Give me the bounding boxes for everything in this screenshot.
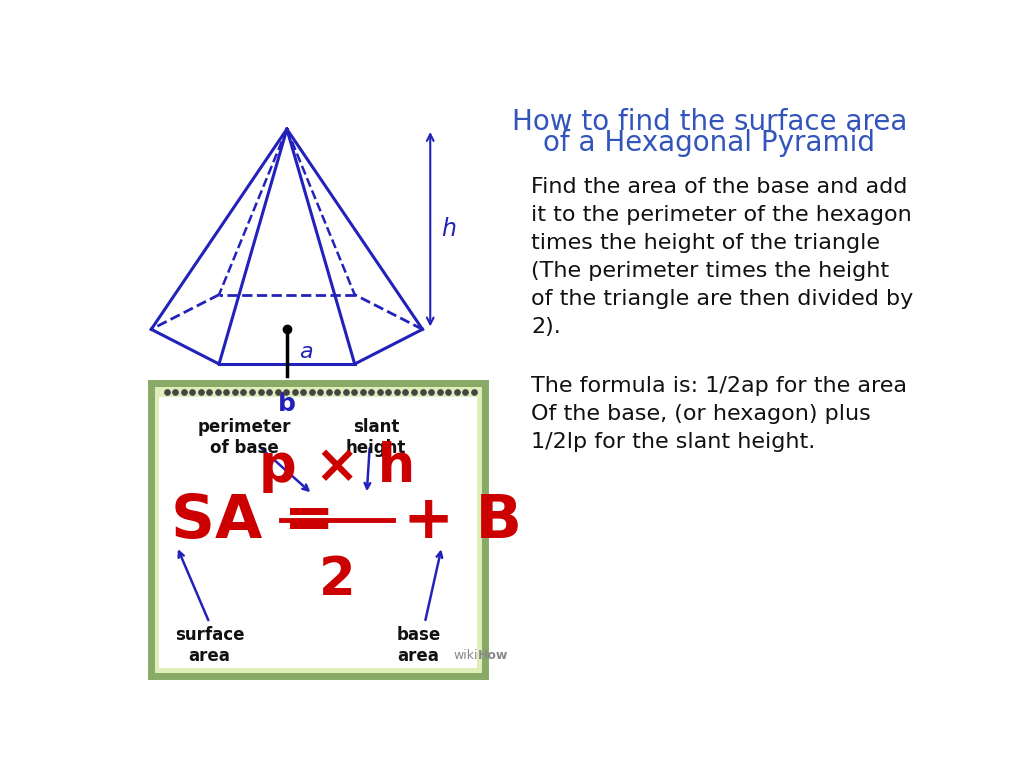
Text: + B: + B [403, 492, 522, 551]
Bar [159, 397, 477, 668]
Text: 2: 2 [318, 554, 355, 606]
Text: How: How [478, 649, 509, 662]
Text: base
area: base area [396, 626, 440, 664]
Text: slant
height: slant height [346, 418, 407, 457]
Text: a: a [299, 343, 313, 362]
Text: p × h: p × h [259, 441, 416, 492]
Text: The formula is: 1/2ap for the area
Of the base, (or hexagon) plus
1/2lp for the : The formula is: 1/2ap for the area Of th… [531, 376, 907, 452]
Text: perimeter
of base: perimeter of base [198, 418, 291, 457]
Text: How to find the surface area: How to find the surface area [512, 108, 907, 136]
Bar [152, 383, 484, 676]
Text: wiki: wiki [454, 649, 478, 662]
Text: SA =: SA = [171, 492, 335, 551]
Text: Find the area of the base and add
it to the perimeter of the hexagon
times the h: Find the area of the base and add it to … [531, 177, 913, 337]
Text: surface
area: surface area [175, 626, 244, 664]
Text: of a Hexagonal Pyramid: of a Hexagonal Pyramid [544, 129, 876, 157]
Text: b: b [278, 392, 296, 416]
Text: h: h [441, 217, 456, 241]
